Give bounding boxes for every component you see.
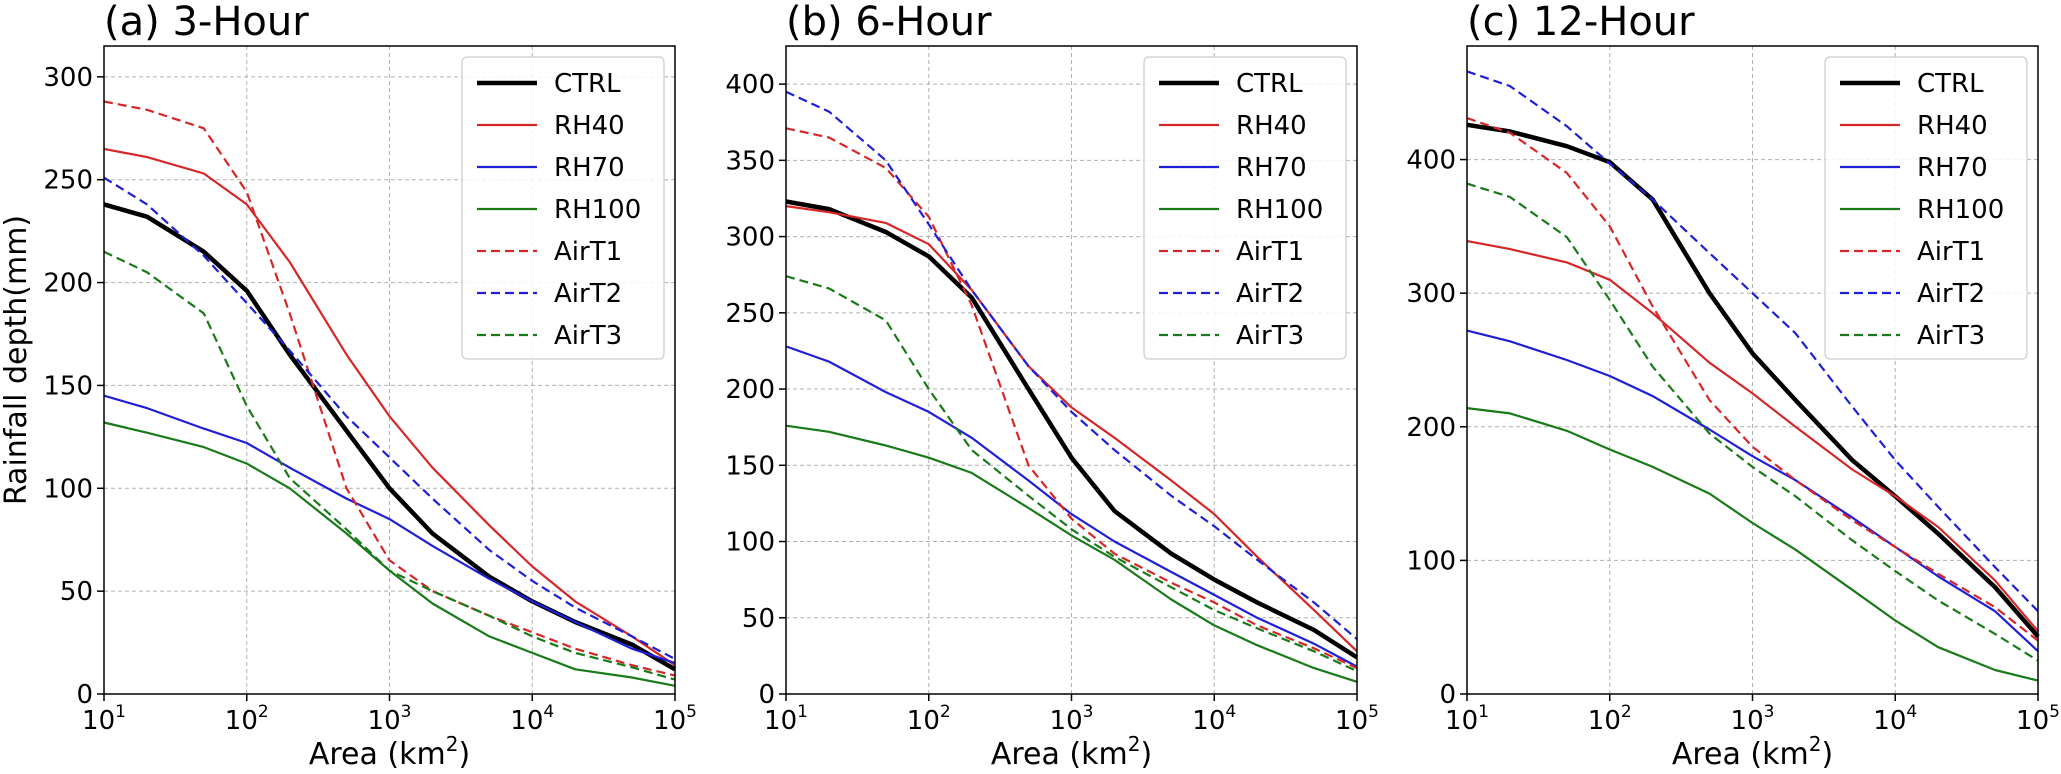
series-line-airt2 bbox=[785, 90, 1358, 640]
x-tick-label: 101 bbox=[1445, 702, 1489, 736]
series-group bbox=[103, 100, 677, 687]
chart-panel-3: 0 100 200 300 400 101 102 103 104 105 Area (km2) (c… bbox=[1406, 0, 2060, 772]
y-tick-label: 150 bbox=[43, 371, 93, 401]
legend-label-rh100: RH100 bbox=[1917, 195, 2004, 225]
series-line-airt1 bbox=[1466, 117, 2039, 642]
series-line-rh40 bbox=[1466, 240, 2039, 632]
series-line-airt3 bbox=[103, 250, 676, 681]
series-line-rh40 bbox=[785, 205, 1358, 653]
legend-label-rh100: RH100 bbox=[554, 195, 641, 225]
legend-box bbox=[1824, 56, 2028, 360]
legend-label-airt2: AirT2 bbox=[554, 279, 622, 309]
x-tick-label: 101 bbox=[82, 702, 126, 736]
x-tick-label: 104 bbox=[1192, 702, 1236, 736]
y-tick-label: 400 bbox=[1406, 146, 1456, 176]
legend-label-airt1: AirT1 bbox=[554, 237, 622, 267]
series-line-rh70 bbox=[785, 345, 1358, 668]
legend-label-ctrl: CTRL bbox=[1236, 69, 1303, 99]
legend-label-airt3: AirT3 bbox=[554, 321, 622, 351]
series-line-rh100 bbox=[1466, 407, 2039, 682]
series-line-ctrl bbox=[1466, 122, 2040, 638]
series-line-airt2 bbox=[103, 176, 676, 660]
x-tick-label: 105 bbox=[2016, 702, 2060, 736]
legend-label-rh70: RH70 bbox=[1917, 153, 1988, 183]
chart-panel-2: 0 50 100 150 200 250 300 350 400 101 102 103 104 105 A… bbox=[725, 0, 1379, 772]
series-line-airt1 bbox=[103, 100, 676, 677]
legend: CTRL RH40 RH70 RH100 AirT1 AirT2 AirT3 bbox=[461, 56, 665, 360]
x-tick-label: 104 bbox=[1873, 702, 1917, 736]
series-group bbox=[1466, 70, 2040, 682]
x-tick-label: 101 bbox=[764, 702, 808, 736]
legend-label-airt1: AirT1 bbox=[1917, 237, 1985, 267]
y-tick-label: 150 bbox=[725, 451, 775, 481]
legend-label-rh40: RH40 bbox=[1917, 111, 1988, 141]
x-tick-label: 105 bbox=[653, 702, 697, 736]
x-tick-label: 105 bbox=[1335, 702, 1379, 736]
chart-title: (b) 6-Hour bbox=[786, 0, 992, 45]
legend-label-rh40: RH40 bbox=[1236, 111, 1307, 141]
y-axis-label: Rainfall depth(mm) bbox=[0, 215, 34, 505]
series-line-ctrl bbox=[785, 199, 1359, 660]
legend-label-rh70: RH70 bbox=[1236, 153, 1307, 183]
series-line-airt1 bbox=[785, 127, 1358, 670]
y-tick-label: 100 bbox=[1406, 546, 1456, 576]
legend-label-airt2: AirT2 bbox=[1917, 279, 1985, 309]
series-line-rh100 bbox=[785, 424, 1358, 683]
y-tick-label: 350 bbox=[725, 146, 775, 176]
y-tick-label: 50 bbox=[60, 577, 93, 607]
y-tick-label: 0 bbox=[758, 680, 775, 710]
chart-title: (c) 12-Hour bbox=[1467, 0, 1695, 45]
x-axis-label: Area (km2) bbox=[991, 732, 1152, 772]
x-tick-label: 104 bbox=[510, 702, 554, 736]
y-tick-label: 0 bbox=[1439, 680, 1456, 710]
y-tick-label: 0 bbox=[76, 680, 93, 710]
chart-panels: 0 50 100 150 200 250 300 101 102 103 104 105 Area (k… bbox=[43, 0, 2060, 772]
y-tick-label: 200 bbox=[725, 375, 775, 405]
series-line-rh70 bbox=[1466, 329, 2039, 653]
series-line-rh40 bbox=[103, 147, 676, 667]
legend-box bbox=[461, 56, 665, 360]
legend: CTRL RH40 RH70 RH100 AirT1 AirT2 AirT3 bbox=[1143, 56, 1347, 360]
y-tick-label: 300 bbox=[43, 63, 93, 93]
y-tick-label: 100 bbox=[725, 528, 775, 558]
x-axis-label: Area (km2) bbox=[1672, 732, 1833, 772]
chart-panel-1: 0 50 100 150 200 250 300 101 102 103 104 105 Area (k… bbox=[43, 0, 697, 772]
y-tick-label: 200 bbox=[43, 269, 93, 299]
legend-label-rh70: RH70 bbox=[554, 153, 625, 183]
y-tick-label: 200 bbox=[1406, 413, 1456, 443]
x-tick-label: 102 bbox=[1588, 702, 1632, 736]
y-tick-label: 300 bbox=[1406, 279, 1456, 309]
series-line-airt3 bbox=[785, 275, 1358, 673]
legend-label-rh40: RH40 bbox=[554, 111, 625, 141]
legend: CTRL RH40 RH70 RH100 AirT1 AirT2 AirT3 bbox=[1824, 56, 2028, 360]
legend-label-ctrl: CTRL bbox=[1917, 69, 1984, 99]
y-tick-label: 400 bbox=[725, 70, 775, 100]
legend-label-airt3: AirT3 bbox=[1236, 321, 1304, 351]
series-line-rh70 bbox=[103, 394, 676, 665]
series-line-airt3 bbox=[1466, 182, 2039, 662]
legend-label-rh100: RH100 bbox=[1236, 195, 1323, 225]
x-tick-label: 102 bbox=[907, 702, 951, 736]
legend-label-airt3: AirT3 bbox=[1917, 321, 1985, 351]
series-line-airt2 bbox=[1466, 70, 2039, 612]
x-tick-label: 103 bbox=[1050, 702, 1094, 736]
legend-label-ctrl: CTRL bbox=[554, 69, 621, 99]
x-tick-label: 102 bbox=[225, 702, 269, 736]
y-tick-label: 250 bbox=[725, 299, 775, 329]
legend-label-airt1: AirT1 bbox=[1236, 237, 1304, 267]
series-group bbox=[785, 90, 1359, 683]
x-tick-label: 103 bbox=[368, 702, 412, 736]
y-tick-label: 300 bbox=[725, 223, 775, 253]
y-tick-label: 100 bbox=[43, 474, 93, 504]
y-tick-label: 250 bbox=[43, 166, 93, 196]
x-axis-label: Area (km2) bbox=[309, 732, 470, 772]
y-tick-label: 50 bbox=[742, 604, 775, 634]
chart-title: (a) 3-Hour bbox=[104, 0, 309, 45]
legend-label-airt2: AirT2 bbox=[1236, 279, 1304, 309]
legend-box bbox=[1143, 56, 1347, 360]
x-tick-label: 103 bbox=[1731, 702, 1775, 736]
